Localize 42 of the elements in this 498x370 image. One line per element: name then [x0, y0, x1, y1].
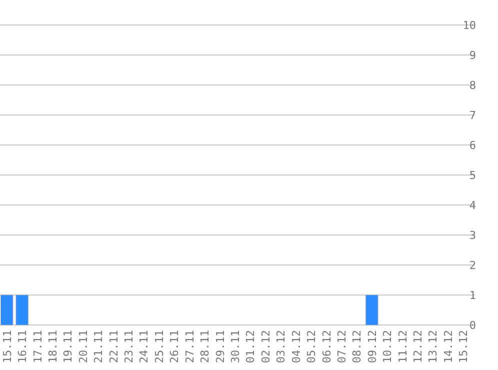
x-tick-label: 04.12 [290, 330, 303, 364]
x-tick-label: 01.12 [244, 330, 258, 364]
x-tick-label: 08.12 [350, 330, 364, 364]
x-tick-label: 18.11 [46, 330, 60, 364]
y-tick-label: 7 [469, 109, 476, 122]
x-tick-label: 20.11 [76, 330, 90, 364]
x-tick-label: 12.12 [412, 330, 425, 364]
x-tick-label: 19.11 [62, 330, 75, 364]
x-tick-label: 28.11 [198, 330, 212, 364]
x-tick-label: 11.12 [396, 330, 410, 364]
x-tick-label: 29.11 [214, 330, 227, 364]
x-tick-label: 21.11 [92, 330, 106, 364]
x-tick-label: 27.11 [183, 330, 196, 364]
x-tick-label: 23.11 [122, 330, 136, 364]
x-tick-label: 15.11 [0, 330, 14, 364]
x-tick-label: 24.11 [138, 330, 151, 364]
x-tick-label: 05.12 [305, 330, 318, 364]
x-tick-label: 25.11 [152, 330, 166, 364]
x-tick-label: 17.11 [31, 330, 44, 364]
y-tick-label: 10 [462, 19, 476, 32]
x-tick-label: 16.11 [16, 330, 30, 364]
x-tick-label: 15.12 [457, 330, 470, 364]
y-tick-label: 6 [469, 139, 476, 152]
x-tick-label: 26.11 [168, 330, 182, 364]
x-tick-label: 09.12 [366, 330, 379, 364]
y-tick-label: 3 [469, 229, 476, 242]
x-tick-label: 30.11 [229, 330, 242, 364]
y-tick-label: 0 [469, 319, 476, 332]
x-tick-label: 10.12 [381, 330, 394, 364]
x-tick-label: 02.12 [259, 330, 272, 364]
y-tick-label: 5 [469, 169, 476, 182]
x-tick-label: 06.12 [320, 330, 334, 364]
y-tick-label: 2 [469, 259, 476, 272]
y-tick-label: 8 [469, 79, 476, 92]
x-tick-label: 14.12 [442, 330, 455, 364]
y-tick-label: 4 [469, 199, 476, 212]
x-tick-label: 22.11 [107, 330, 120, 364]
x-tick-label: 07.12 [335, 330, 348, 364]
x-tick-label: 13.12 [426, 330, 440, 364]
y-tick-label: 9 [469, 49, 476, 62]
x-tick-label: 03.12 [274, 330, 288, 364]
y-tick-label: 1 [469, 289, 476, 302]
